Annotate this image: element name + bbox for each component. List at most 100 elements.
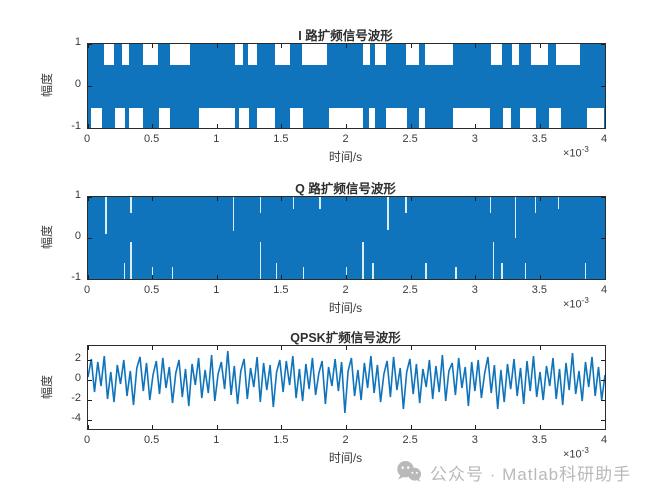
x-tick-mark-top: [410, 346, 412, 350]
x-tick-label: 0.5: [143, 284, 160, 296]
x-tick-mark-bottom: [88, 124, 89, 128]
x-tick-label: 0: [83, 434, 91, 446]
y-tick-mark-right: [601, 359, 605, 361]
x-tick-label: 0: [83, 284, 91, 296]
qpsk-waveform: [88, 350, 605, 414]
x-tick-mark-top: [216, 44, 218, 48]
x-tick-mark-top: [410, 44, 412, 48]
transition-slit-top: [387, 197, 389, 230]
x-tick-mark-bottom: [88, 275, 89, 279]
y-tick-mark-left: [88, 197, 92, 198]
transition-slit-bottom: [493, 242, 495, 279]
x-multiplier-exp: -3: [581, 296, 589, 305]
x-tick-mark-bottom: [216, 425, 218, 429]
x-tick-label: 2.5: [402, 133, 418, 145]
x-tick-mark-bottom: [152, 275, 154, 279]
x-tick-label: 0.5: [143, 434, 160, 446]
x-tick-label: 4: [600, 434, 608, 446]
transition-slit-bottom: [524, 262, 527, 279]
x-tick-label: 2: [342, 434, 349, 446]
x-tick-mark-top: [216, 197, 218, 201]
transition-slit-top: [534, 197, 536, 214]
transition-slit-bottom: [171, 266, 173, 279]
x-tick-mark-bottom: [475, 124, 477, 128]
x-tick-label: 3.5: [531, 133, 548, 145]
hold-notch-top: [491, 44, 502, 65]
transition-slit-top: [557, 197, 560, 210]
hold-notch-bottom: [91, 107, 102, 128]
y-tick-label: 2: [74, 352, 81, 364]
transition-slit-bottom: [259, 242, 261, 279]
transition-slit-bottom: [425, 262, 427, 279]
plot-title: Q 路扩频信号波形: [295, 182, 396, 196]
x-tick-label: 1: [213, 284, 220, 296]
y-tick-mark-right: [601, 399, 605, 401]
x-axis-label: 时间/s: [328, 301, 363, 315]
x-tick-mark-top: [346, 346, 347, 350]
x-tick-mark-top: [216, 346, 218, 350]
x-tick-mark-bottom: [604, 275, 605, 279]
x-tick-mark-bottom: [410, 124, 412, 128]
x-tick-label: 3: [471, 133, 478, 145]
y-tick-mark-left: [88, 127, 92, 128]
x-tick-mark-bottom: [539, 275, 541, 279]
y-axis-label: 幅度: [40, 73, 54, 98]
y-tick-mark-right: [601, 278, 605, 279]
transition-slit-bottom: [501, 262, 503, 279]
x-axis-label: 时间/s: [328, 150, 363, 164]
hold-notch-bottom: [158, 107, 171, 128]
x-tick-mark-bottom: [346, 425, 347, 429]
transition-slit-bottom: [302, 266, 305, 279]
x-tick-mark-top: [281, 197, 283, 201]
hold-notch-top: [363, 44, 370, 65]
x-tick-mark-top: [152, 346, 154, 350]
x-tick-mark-top: [88, 346, 89, 350]
x-tick-mark-bottom: [281, 124, 283, 128]
transition-slit-bottom: [372, 262, 374, 279]
x-tick-mark-top: [152, 197, 154, 201]
x-tick-mark-bottom: [539, 124, 541, 128]
signal-fill: [88, 44, 605, 128]
transition-slit-top: [233, 197, 235, 232]
x-multiplier-base: ×10: [563, 147, 582, 160]
hold-notch-bottom: [453, 107, 491, 128]
hold-notch-top: [511, 44, 520, 65]
x-tick-mark-bottom: [604, 124, 605, 128]
hold-notch-bottom: [128, 107, 143, 128]
plot-title: QPSK扩频信号波形: [290, 331, 401, 345]
x-tick-mark-top: [475, 346, 477, 350]
plot-area: [87, 345, 606, 430]
transition-slit-bottom: [362, 242, 364, 279]
hold-notch-bottom: [549, 107, 562, 128]
x-tick-label: 3: [471, 434, 478, 446]
transition-slit-bottom: [130, 242, 132, 279]
x-tick-mark-bottom: [604, 425, 605, 429]
plot-title: I 路扩频信号波形: [298, 29, 393, 43]
y-tick-mark-right: [601, 127, 605, 128]
hold-notch-top: [122, 44, 129, 65]
hold-notch-top: [234, 44, 244, 65]
x-tick-mark-bottom: [475, 425, 477, 429]
x-tick-mark-bottom: [152, 425, 154, 429]
x-tick-mark-bottom: [88, 425, 89, 429]
hold-notch-top: [425, 44, 453, 65]
x-tick-mark-top: [152, 44, 154, 48]
hold-notch-top: [531, 44, 549, 65]
x-tick-mark-bottom: [475, 275, 477, 279]
hold-notch-bottom: [328, 107, 363, 128]
transition-slit-bottom: [345, 266, 348, 279]
y-tick-label: 1: [74, 36, 81, 48]
x-tick-label: 0.5: [143, 133, 160, 145]
hold-notch-bottom: [114, 107, 126, 128]
x-tick-label: 2: [342, 284, 349, 296]
hold-notch-bottom: [368, 107, 375, 128]
x-tick-mark-top: [88, 44, 89, 48]
transition-slit-bottom: [584, 262, 587, 279]
y-tick-label: -1: [71, 120, 81, 132]
x-tick-mark-bottom: [410, 275, 412, 279]
y-tick-label: -2: [71, 392, 81, 404]
transition-slit-top: [405, 197, 407, 214]
